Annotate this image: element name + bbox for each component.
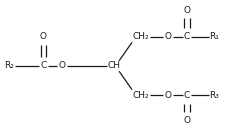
Text: C: C — [184, 91, 190, 100]
Text: O: O — [40, 32, 47, 41]
Text: R₁: R₁ — [209, 32, 219, 41]
Text: O: O — [183, 116, 190, 125]
Text: R₂: R₂ — [4, 62, 14, 70]
Text: C: C — [184, 32, 190, 41]
Text: O: O — [59, 62, 66, 70]
Text: O: O — [164, 91, 172, 100]
Text: O: O — [183, 6, 190, 15]
Text: O: O — [164, 32, 172, 41]
Text: CH: CH — [107, 62, 121, 70]
Text: R₃: R₃ — [209, 91, 219, 100]
Text: CH₂: CH₂ — [133, 32, 149, 41]
Text: CH₂: CH₂ — [133, 91, 149, 100]
Text: C: C — [40, 62, 47, 70]
